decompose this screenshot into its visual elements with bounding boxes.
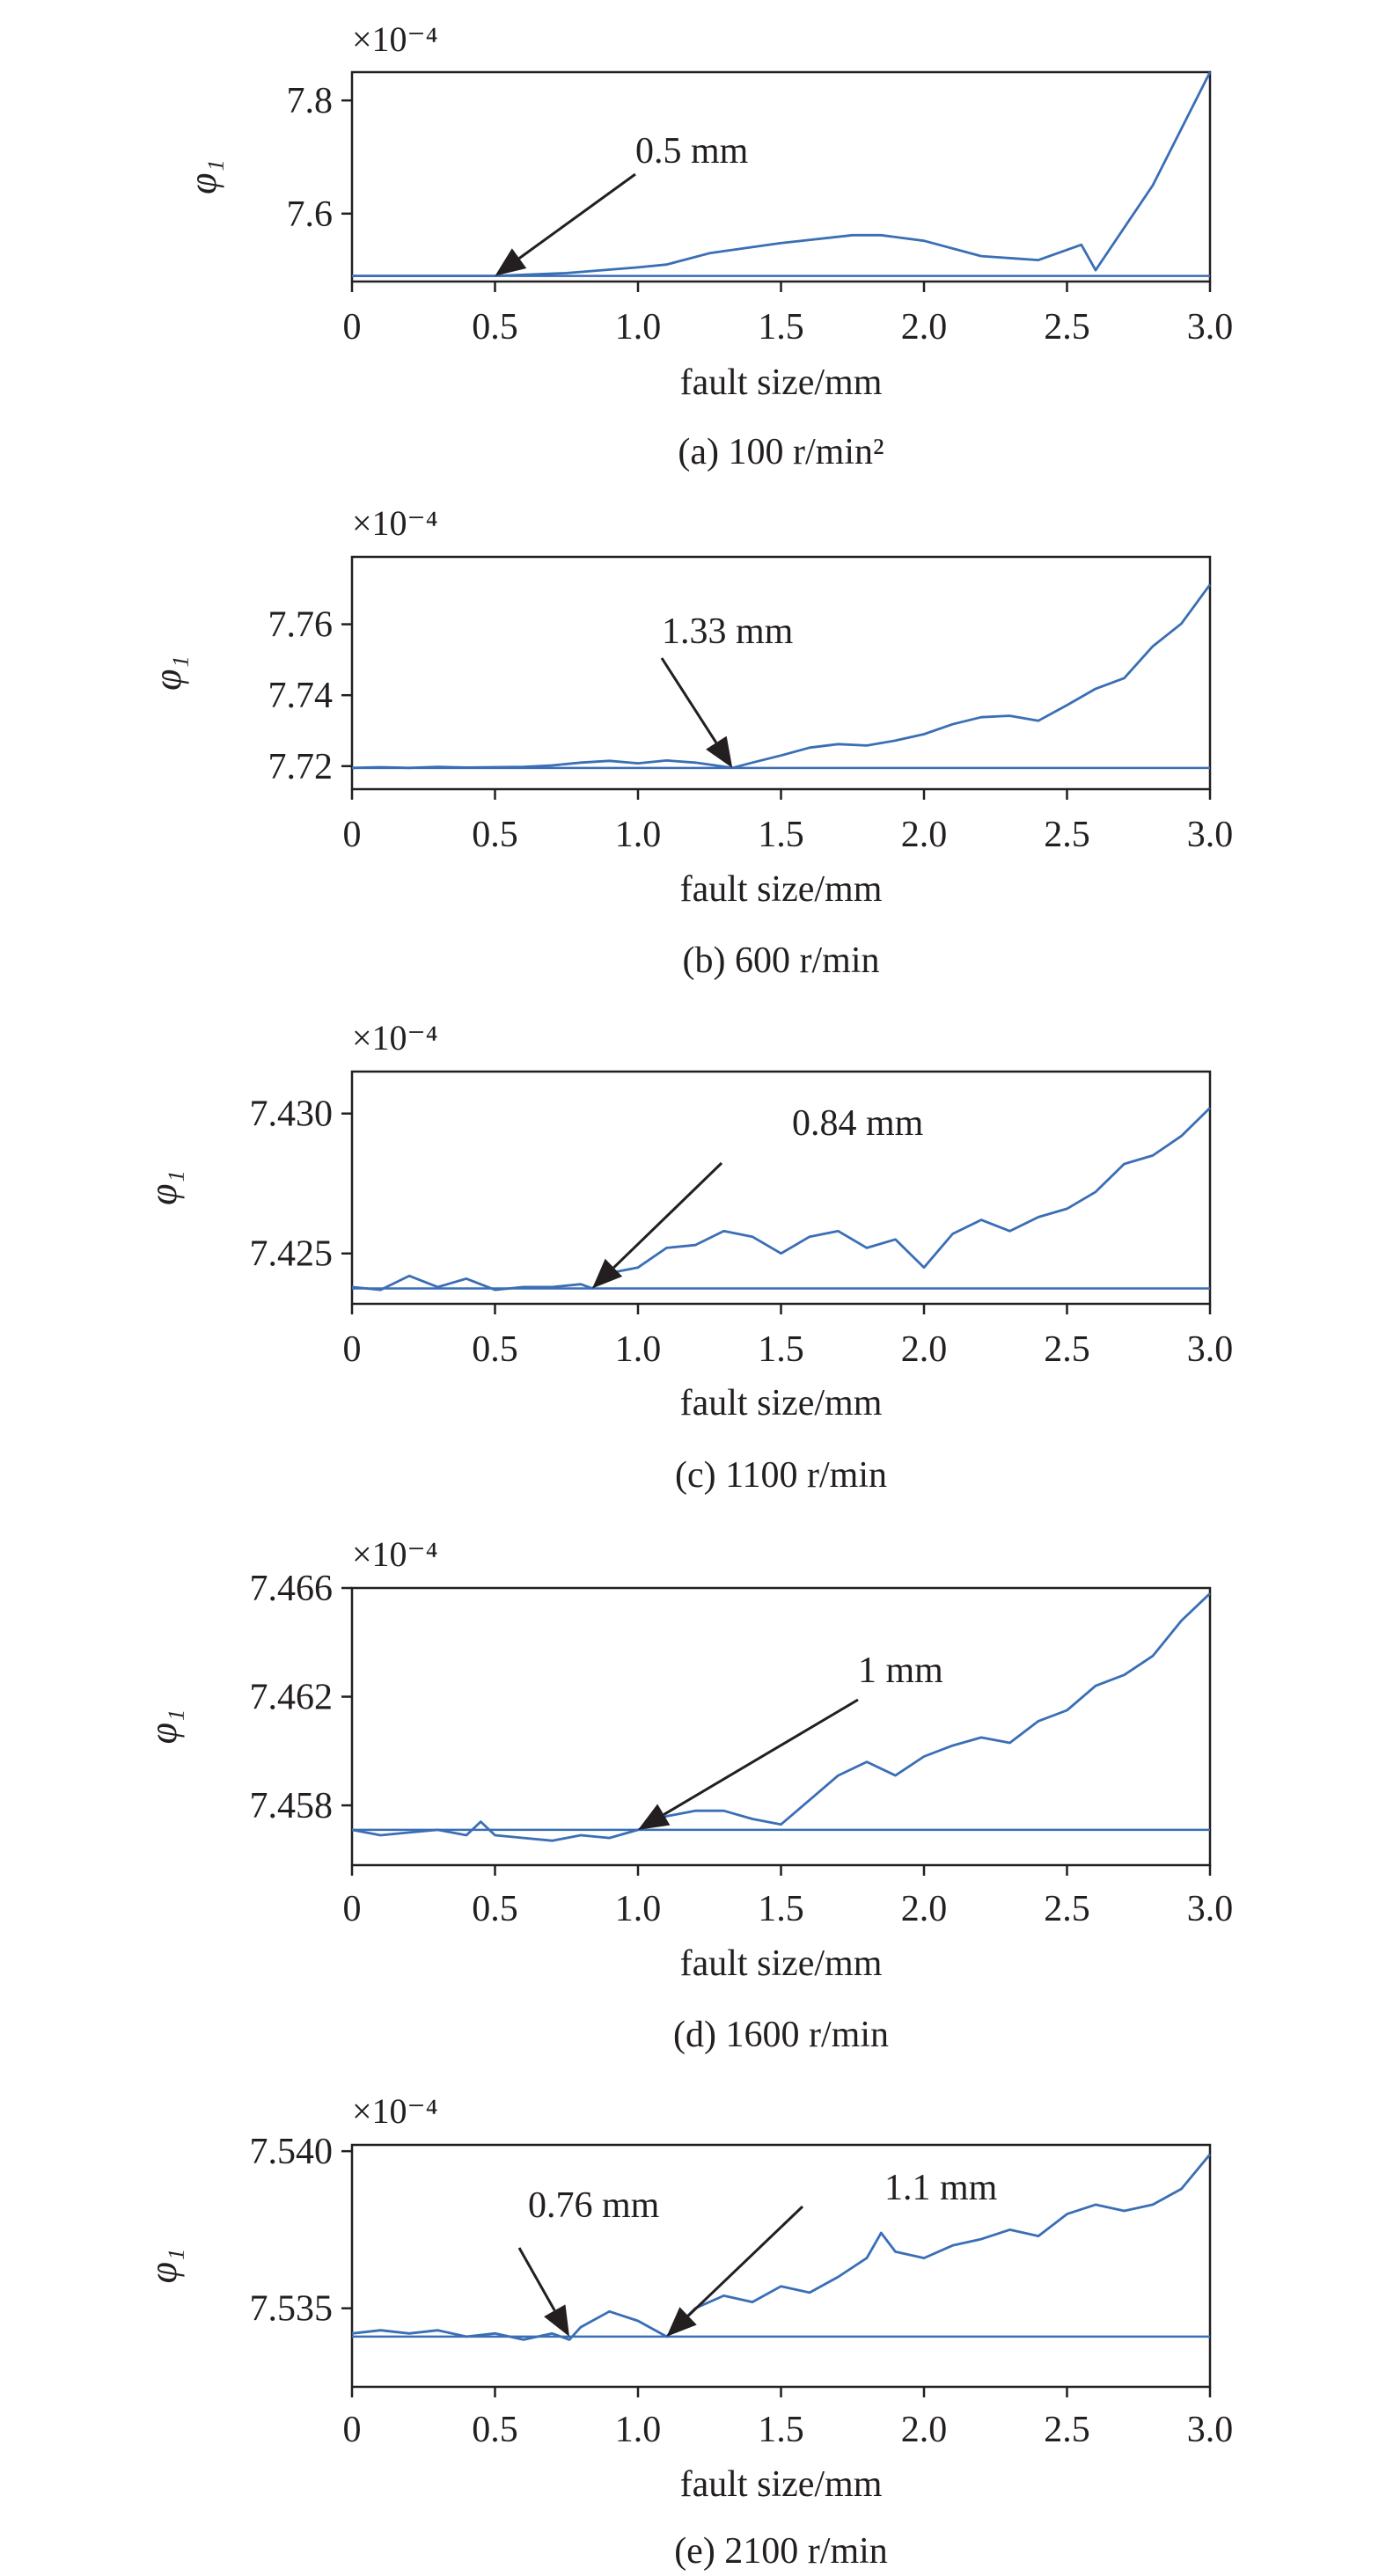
x-tick-label: 2.0: [901, 815, 948, 855]
plot-frame: [350, 1070, 1212, 1306]
annotation-arrow: [517, 2247, 556, 2311]
x-tick-label: 2.5: [1044, 307, 1090, 348]
x-tick-label: 0: [343, 1889, 362, 1929]
x-tick-label: 0.5: [472, 815, 518, 855]
panel-caption: (e) 2100 r/min: [674, 2531, 888, 2572]
panel-caption: (c) 1100 r/min: [675, 1455, 887, 1496]
x-tick-label: 2.0: [901, 307, 948, 348]
x-tick-label: 0: [343, 815, 362, 855]
annotation-label: 1.33 mm: [662, 611, 794, 652]
y-multiplier: ×10⁻⁴: [352, 19, 438, 59]
annotation-arrowhead: [638, 1804, 671, 1830]
plot-frame: [350, 70, 1212, 283]
y-multiplier: ×10⁻⁴: [352, 2091, 438, 2131]
y-tick-label: 7.540: [250, 2132, 334, 2172]
panel-caption: (a) 100 r/min²: [678, 432, 884, 472]
x-tick-label: 1.5: [758, 2410, 804, 2450]
y-tick-label: 7.74: [268, 676, 334, 716]
y-axis-label: φ₁: [142, 2249, 185, 2284]
y-axis-label: φ₁: [142, 1709, 185, 1745]
series-line: [352, 71, 1212, 278]
x-tick-label: 2.5: [1044, 815, 1090, 855]
x-axis-label: fault size/mm: [680, 1383, 883, 1423]
annotation-arrowhead: [495, 248, 527, 276]
y-tick-label: 7.425: [250, 1234, 334, 1275]
panel-caption: (b) 600 r/min: [683, 940, 880, 981]
panel-caption: (d) 1600 r/min: [673, 2015, 889, 2055]
y-tick-label: 7.6: [287, 194, 334, 235]
y-tick-label: 7.8: [287, 81, 334, 121]
x-tick-label: 0.5: [472, 2410, 518, 2450]
y-tick-label: 7.462: [250, 1678, 334, 1718]
chart-panel-a: 0 0.5 1.0 1.5 2.0 2.5 3.0 7.6 7.8 ×10⁻⁴ φ₁ fault si…: [181, 19, 1233, 472]
y-axis-label: φ₁: [142, 1170, 185, 1205]
x-tick-label: 1.5: [758, 815, 804, 855]
y-tick-label: 7.72: [268, 747, 334, 787]
y-tick-label: 7.430: [250, 1094, 334, 1135]
x-tick-label: 3.0: [1187, 815, 1234, 855]
annotation-arrow: [660, 657, 718, 744]
x-tick-label: 2.0: [901, 1329, 948, 1370]
x-tick-label: 3.0: [1187, 2410, 1234, 2450]
x-axis-label: fault size/mm: [680, 2464, 883, 2505]
x-tick-label: 1.5: [758, 1329, 804, 1370]
x-tick-label: 0.5: [472, 307, 518, 348]
x-tick-label: 0: [343, 2410, 362, 2450]
annotation-arrow: [687, 2205, 804, 2317]
x-axis-label: fault size/mm: [680, 1943, 883, 1984]
series-line: [351, 1592, 1211, 1842]
x-tick-label: 2.0: [901, 1889, 948, 1929]
y-tick-label: 7.535: [250, 2289, 334, 2330]
x-tick-label: 2.5: [1044, 2410, 1090, 2450]
annotation-arrowhead: [666, 2307, 697, 2337]
series-line: [351, 2153, 1212, 2341]
x-tick-label: 0.5: [472, 1329, 518, 1370]
annotation-label: 0.76 mm: [528, 2185, 660, 2226]
y-tick-label: 7.458: [250, 1786, 334, 1826]
chart-panel-b: 0 0.5 1.0 1.5 2.0 2.5 3.0 7.72 7.74 7.76 ×10⁻⁴ φ₁ fa…: [146, 503, 1233, 981]
annotation-arrowhead: [544, 2304, 569, 2337]
series-line: [351, 583, 1212, 770]
series-line: [351, 1107, 1211, 1292]
annotation-label: 0.84 mm: [792, 1103, 924, 1144]
y-axis-label: φ₁: [146, 655, 189, 691]
chart-panel-e: 0 0.5 1.0 1.5 2.0 2.5 3.0 7.535 7.540 ×10⁻⁴ φ₁ faul…: [142, 2091, 1233, 2572]
x-axis-label: fault size/mm: [680, 869, 883, 910]
y-axis-label: φ₁: [181, 159, 224, 194]
x-tick-label: 1.5: [758, 1889, 804, 1929]
x-axis-label: fault size/mm: [680, 362, 883, 403]
annotation-arrow: [518, 172, 636, 260]
x-tick-label: 1.0: [615, 307, 662, 348]
x-tick-label: 0: [343, 307, 362, 348]
y-tick-label: 7.76: [268, 605, 334, 646]
x-tick-label: 2.0: [901, 2410, 948, 2450]
x-tick-label: 1.5: [758, 307, 804, 348]
x-tick-label: 2.5: [1044, 1889, 1090, 1929]
x-tick-label: 0.5: [472, 1889, 518, 1929]
y-multiplier: ×10⁻⁴: [352, 503, 438, 543]
y-tick-label: 7.466: [250, 1569, 334, 1609]
y-multiplier: ×10⁻⁴: [352, 1018, 438, 1057]
annotation-label: 0.5 mm: [635, 131, 749, 172]
chart-panel-c: 0 0.5 1.0 1.5 2.0 2.5 3.0 7.425 7.430 ×10⁻⁴ φ₁ faul…: [142, 1018, 1233, 1496]
annotation-arrowhead: [706, 735, 733, 768]
annotation-arrow: [663, 1698, 859, 1816]
x-tick-label: 2.5: [1044, 1329, 1090, 1370]
x-tick-label: 1.0: [615, 2410, 662, 2450]
x-tick-label: 0: [343, 1329, 362, 1370]
annotation-label: 1.1 mm: [884, 2168, 998, 2208]
annotation-arrow: [612, 1161, 723, 1269]
x-tick-label: 3.0: [1187, 1329, 1234, 1370]
x-tick-label: 3.0: [1187, 307, 1234, 348]
x-tick-label: 3.0: [1187, 1889, 1234, 1929]
annotation-arrowhead: [592, 1258, 623, 1289]
x-tick-label: 1.0: [615, 1889, 662, 1929]
annotation-label: 1 mm: [858, 1650, 943, 1691]
plot-frame: [350, 2143, 1212, 2389]
x-tick-label: 1.0: [615, 815, 662, 855]
x-tick-label: 1.0: [615, 1329, 662, 1370]
y-multiplier: ×10⁻⁴: [352, 1534, 438, 1574]
chart-panel-d: 0 0.5 1.0 1.5 2.0 2.5 3.0 7.458 7.462 7.466 ×10⁻⁴ φ…: [142, 1534, 1233, 2055]
